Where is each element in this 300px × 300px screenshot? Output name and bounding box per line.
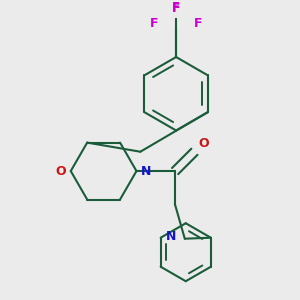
Text: F: F	[172, 1, 180, 13]
Text: F: F	[172, 2, 180, 14]
Text: O: O	[55, 165, 66, 178]
Text: N: N	[141, 165, 152, 178]
Text: F: F	[150, 17, 159, 30]
Text: N: N	[166, 230, 176, 243]
Text: F: F	[194, 17, 202, 30]
Text: O: O	[198, 137, 209, 150]
